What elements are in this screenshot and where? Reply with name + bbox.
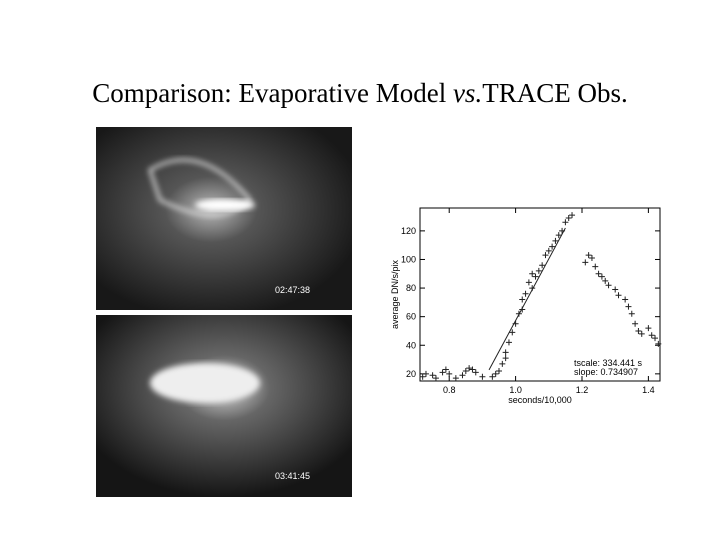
flare: [150, 363, 260, 403]
data-point: [588, 255, 595, 262]
data-point: [532, 273, 539, 280]
data-point: [549, 243, 556, 250]
data-point: [519, 296, 526, 303]
data-point: [472, 369, 479, 376]
data-point: [612, 286, 619, 293]
data-point: [525, 279, 532, 286]
data-point: [439, 369, 446, 376]
data-point: [502, 355, 509, 362]
data-point: [522, 290, 529, 297]
slide-title: Comparison: Evaporative Model vs.TRACE O…: [0, 78, 720, 109]
loop: [148, 158, 253, 217]
title-italic: vs.: [452, 78, 483, 108]
data-point: [555, 232, 562, 239]
data-point: [459, 372, 466, 379]
data-point: [545, 247, 552, 254]
timestamp: 03:41:45: [275, 471, 310, 481]
data-point: [565, 215, 572, 222]
data-point: [466, 365, 473, 372]
data-point: [442, 366, 449, 373]
data-point: [645, 325, 652, 332]
data-point: [585, 252, 592, 259]
timestamp: 02:47:38: [275, 285, 310, 295]
data-point: [479, 373, 486, 380]
flare: [195, 199, 255, 211]
data-point: [655, 340, 662, 347]
data-point: [446, 370, 453, 377]
data-point: [632, 320, 639, 327]
data-point: [542, 252, 549, 259]
data-point: [529, 270, 536, 277]
data-point: [569, 212, 576, 219]
y-tick-label: 60: [406, 312, 416, 322]
data-point: [419, 373, 426, 380]
solar-image: [96, 315, 352, 497]
y-tick-label: 120: [401, 226, 416, 236]
data-point: [535, 267, 542, 274]
data-point: [539, 262, 546, 269]
x-tick-label: 1.0: [509, 385, 522, 395]
x-tick-label: 1.2: [576, 385, 589, 395]
data-point: [489, 373, 496, 380]
data-point: [492, 370, 499, 377]
data-point: [496, 367, 503, 374]
data-point: [648, 332, 655, 339]
data-point: [628, 310, 635, 317]
data-point: [552, 237, 559, 244]
annotation: tscale: 334.441 s: [574, 358, 643, 368]
data-point: [469, 366, 476, 373]
data-point: [509, 329, 516, 336]
annotation: slope: 0.734907: [574, 367, 638, 377]
data-point: [452, 375, 459, 382]
y-tick-label: 100: [401, 254, 416, 264]
data-point: [592, 263, 599, 270]
data-point: [502, 349, 509, 356]
x-tick-label: 0.8: [443, 385, 456, 395]
data-point: [595, 270, 602, 277]
x-tick-label: 1.4: [642, 385, 655, 395]
data-point: [505, 339, 512, 346]
x-axis-label: seconds/10,000: [508, 395, 572, 405]
data-point: [635, 327, 642, 334]
data-point: [598, 273, 605, 280]
data-point: [622, 296, 629, 303]
data-point: [432, 375, 439, 382]
data-point: [638, 330, 645, 337]
solar-image: [96, 127, 352, 310]
data-point: [562, 219, 569, 226]
data-point: [652, 335, 659, 342]
data-point: [605, 282, 612, 289]
title-text: Comparison: Evaporative Model: [92, 78, 447, 108]
data-point: [615, 292, 622, 299]
data-point: [582, 259, 589, 266]
y-axis-label: average DN/s/pix: [390, 259, 400, 329]
data-point: [602, 277, 609, 284]
data-point: [625, 303, 632, 310]
y-tick-label: 40: [406, 340, 416, 350]
y-tick-label: 80: [406, 283, 416, 293]
y-tick-label: 20: [406, 369, 416, 379]
data-point: [462, 367, 469, 374]
data-point: [499, 360, 506, 367]
data-point: [429, 372, 436, 379]
plot-frame: [419, 207, 661, 382]
fit-line: [488, 227, 566, 371]
title-text: TRACE Obs.: [482, 78, 628, 108]
data-point: [422, 370, 429, 377]
